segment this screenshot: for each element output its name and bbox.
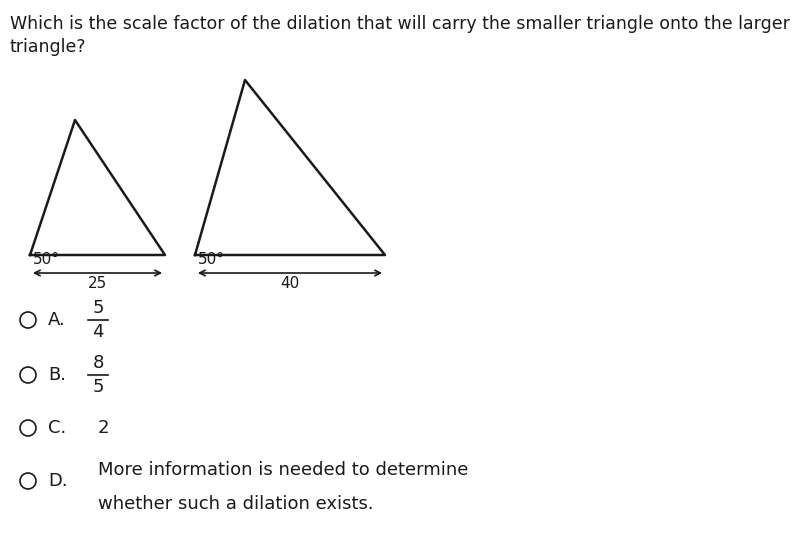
Text: 25: 25 — [88, 276, 107, 291]
Text: A.: A. — [48, 311, 66, 329]
Text: 4: 4 — [92, 323, 104, 341]
Text: Which is the scale factor of the dilation that will carry the smaller triangle o: Which is the scale factor of the dilatio… — [10, 15, 790, 33]
Text: 40: 40 — [280, 276, 300, 291]
Text: 8: 8 — [92, 354, 104, 372]
Text: 5: 5 — [92, 378, 104, 396]
Text: whether such a dilation exists.: whether such a dilation exists. — [98, 495, 374, 513]
Text: More information is needed to determine: More information is needed to determine — [98, 461, 468, 479]
Text: B.: B. — [48, 366, 66, 384]
Text: 50°: 50° — [33, 252, 60, 267]
Text: 50°: 50° — [198, 252, 225, 267]
Text: triangle?: triangle? — [10, 38, 86, 56]
Text: C.: C. — [48, 419, 66, 437]
Text: 2: 2 — [98, 419, 110, 437]
Text: 5: 5 — [92, 299, 104, 317]
Text: D.: D. — [48, 472, 68, 490]
